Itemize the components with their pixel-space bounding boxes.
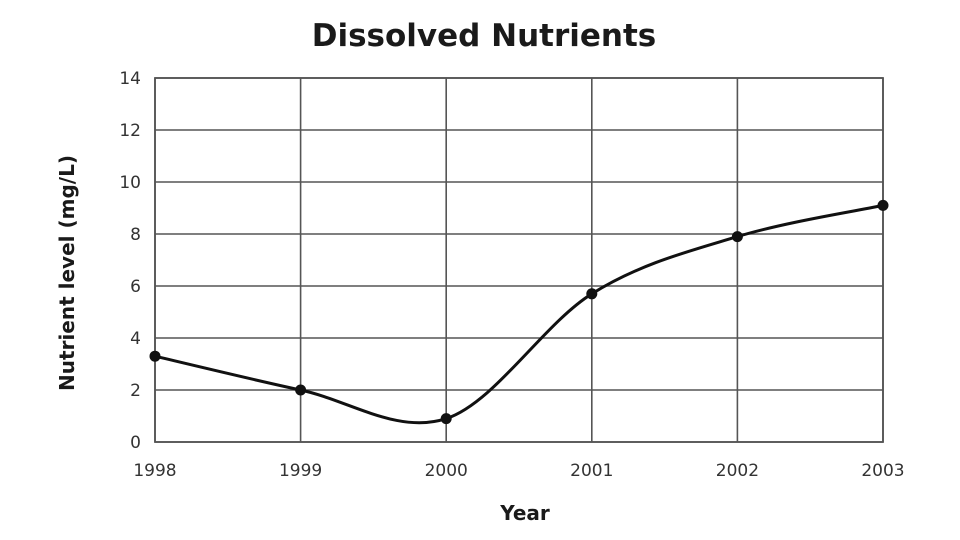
y-tick-label: 6 — [130, 277, 141, 297]
y-tick-label: 12 — [119, 121, 141, 141]
y-tick-label: 0 — [130, 433, 141, 453]
y-tick-label: 8 — [130, 225, 141, 245]
x-tick-label: 2000 — [425, 461, 468, 481]
x-tick-label: 1999 — [279, 461, 322, 481]
data-point-1999 — [295, 384, 307, 396]
data-point-2003 — [877, 199, 889, 211]
chart-title: Dissolved Nutrients — [312, 18, 657, 54]
x-tick-label: 1998 — [133, 461, 176, 481]
data-points — [149, 199, 889, 425]
x-tick-label: 2002 — [716, 461, 759, 481]
data-point-2002 — [731, 231, 743, 243]
y-axis-ticks: 0 2 4 6 8 10 12 14 — [119, 69, 141, 453]
y-tick-label: 14 — [119, 69, 141, 89]
grid — [154, 77, 884, 443]
series-line — [153, 203, 885, 425]
x-axis-label: Year — [499, 501, 550, 525]
plot-area-frame — [154, 77, 884, 443]
data-point-2000 — [440, 413, 452, 425]
x-axis-ticks: 1998 1999 2000 2001 2002 2003 — [133, 461, 904, 481]
data-point-2001 — [586, 288, 598, 300]
y-tick-label: 10 — [119, 173, 141, 193]
x-tick-label: 2003 — [861, 461, 904, 481]
y-tick-label: 4 — [130, 329, 141, 349]
x-tick-label: 2001 — [570, 461, 613, 481]
y-axis-label: Nutrient level (mg/L) — [55, 155, 79, 391]
data-point-1998 — [149, 350, 161, 362]
y-tick-label: 2 — [130, 381, 141, 401]
